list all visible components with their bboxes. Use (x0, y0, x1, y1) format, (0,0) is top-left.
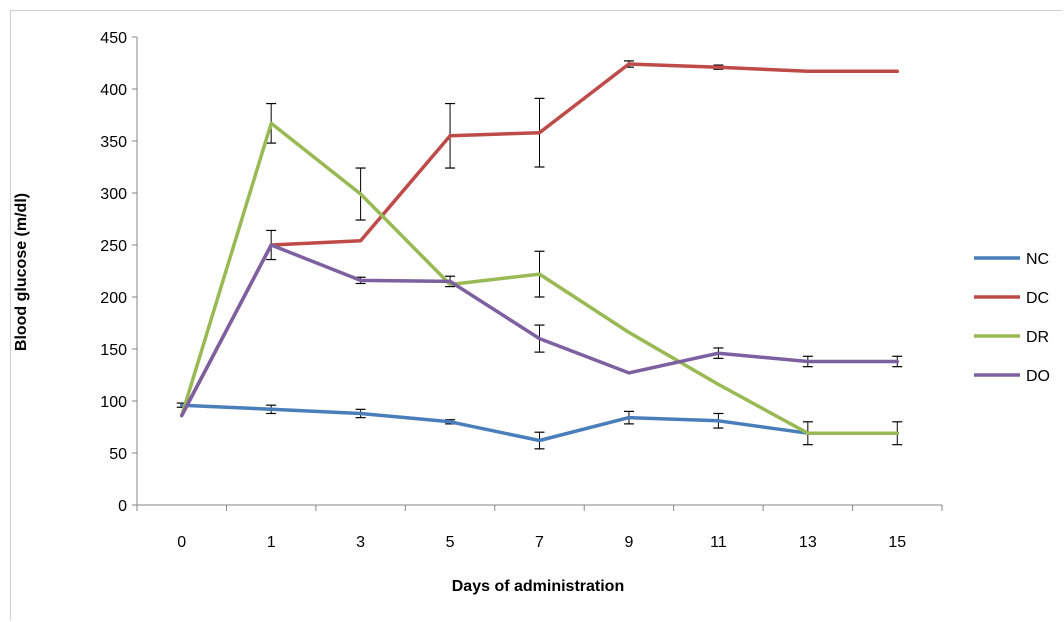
legend-label: DO (1026, 368, 1050, 385)
y-tick-label: 300 (100, 186, 127, 203)
series-lines (179, 62, 900, 443)
y-axis-label: Blood glucose (m/dl) (13, 193, 30, 351)
x-tick-label: 13 (799, 534, 817, 551)
x-tick-label: 5 (446, 534, 455, 551)
x-axis-label: Days of administration (452, 578, 624, 595)
y-tick-label: 150 (100, 342, 127, 359)
x-tick-label: 3 (356, 534, 365, 551)
legend-item-dc: DC (974, 290, 1049, 307)
x-tick-label: 7 (535, 534, 544, 551)
y-tick-labels: 0 50 100 150 200 250 300 350 400 450 (100, 30, 127, 515)
y-tick-label: 400 (100, 82, 127, 99)
chart-frame (10, 10, 1062, 620)
axes (132, 36, 943, 511)
y-tick-label: 0 (118, 498, 127, 515)
y-tick-label: 200 (100, 290, 127, 307)
y-tick-label: 50 (109, 446, 127, 463)
legend-label: DR (1026, 329, 1049, 346)
x-tick-labels: 0 1 3 5 7 9 11 13 15 (177, 534, 906, 551)
series-line-dr (179, 121, 900, 435)
y-tick-label: 250 (100, 238, 127, 255)
series-line-nc (179, 403, 900, 443)
series-line-do (179, 243, 900, 418)
x-tick-label: 1 (267, 534, 276, 551)
legend-label: DC (1026, 290, 1049, 307)
x-tick-label: 15 (888, 534, 906, 551)
legend-item-nc: NC (974, 251, 1049, 268)
legend-item-do: DO (974, 368, 1050, 385)
y-tick-label: 100 (100, 394, 127, 411)
error-bars (176, 60, 903, 450)
legend: NC DC DR DO (974, 251, 1050, 385)
y-tick-label: 450 (100, 30, 127, 47)
legend-label: NC (1026, 251, 1049, 268)
legend-item-dr: DR (974, 329, 1049, 346)
x-tick-label: 11 (710, 534, 727, 551)
y-tick-label: 350 (100, 134, 127, 151)
series-line-dc (179, 62, 900, 418)
x-tick-label: 0 (177, 534, 186, 551)
x-tick-label: 9 (624, 534, 633, 551)
